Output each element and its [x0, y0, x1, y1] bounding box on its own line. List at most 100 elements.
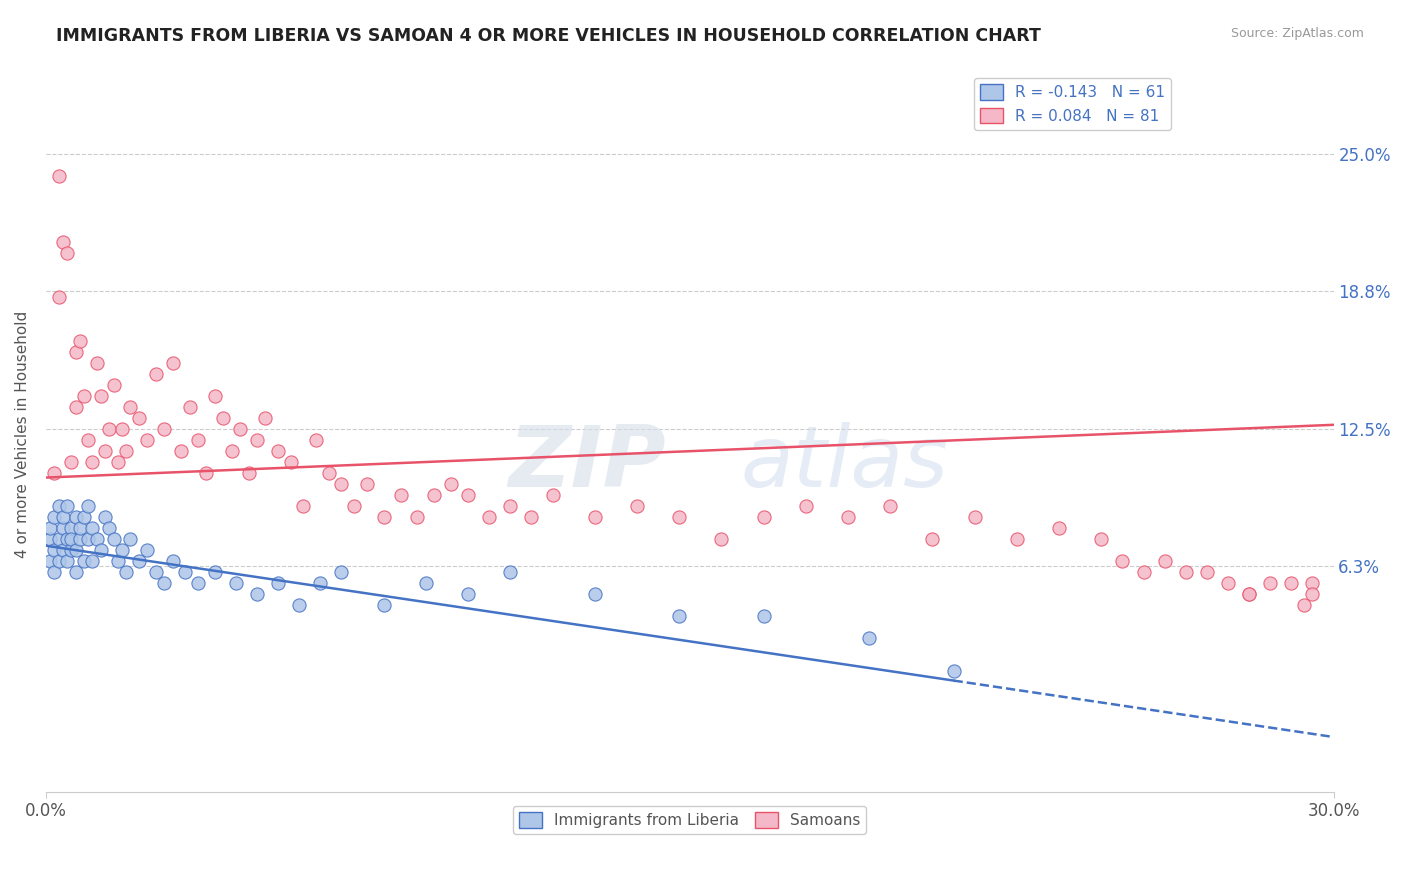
Point — [415, 576, 437, 591]
Text: ZIP: ZIP — [508, 422, 665, 505]
Point — [39, 554, 62, 568]
Point — [1132, 565, 1154, 579]
Point — [115, 565, 138, 579]
Point — [162, 356, 184, 370]
Point — [280, 455, 302, 469]
Point — [204, 565, 226, 579]
Point — [267, 576, 290, 591]
Point — [48, 169, 70, 184]
Point — [267, 444, 290, 458]
Point — [44, 543, 66, 558]
Point — [373, 510, 395, 524]
Point — [39, 521, 62, 535]
Point — [77, 532, 100, 546]
Point — [162, 554, 184, 568]
Point — [440, 477, 463, 491]
Point — [1153, 554, 1175, 568]
Point — [1279, 576, 1302, 591]
Point — [668, 510, 690, 524]
Point — [373, 598, 395, 612]
Point — [879, 499, 901, 513]
Point — [52, 543, 75, 558]
Point — [52, 235, 75, 250]
Point — [128, 554, 150, 568]
Point — [128, 411, 150, 425]
Point — [145, 368, 167, 382]
Point — [60, 543, 83, 558]
Point — [48, 290, 70, 304]
Point — [39, 532, 62, 546]
Point — [225, 576, 247, 591]
Point — [1195, 565, 1218, 579]
Point — [1111, 554, 1133, 568]
Point — [389, 488, 412, 502]
Point — [1237, 587, 1260, 601]
Point — [837, 510, 859, 524]
Point — [48, 499, 70, 513]
Point — [56, 246, 79, 260]
Point — [107, 455, 129, 469]
Point — [305, 433, 328, 447]
Point — [77, 433, 100, 447]
Point — [195, 466, 218, 480]
Point — [423, 488, 446, 502]
Point — [457, 488, 479, 502]
Point — [98, 422, 121, 436]
Point — [170, 444, 193, 458]
Point — [1237, 587, 1260, 601]
Point — [98, 521, 121, 535]
Point — [406, 510, 429, 524]
Point — [86, 532, 108, 546]
Point — [921, 532, 943, 546]
Point — [111, 543, 134, 558]
Point — [309, 576, 332, 591]
Point — [174, 565, 197, 579]
Point — [1301, 587, 1323, 601]
Point — [204, 389, 226, 403]
Point — [82, 521, 104, 535]
Legend: Immigrants from Liberia, Samoans: Immigrants from Liberia, Samoans — [513, 806, 866, 834]
Point — [136, 433, 159, 447]
Point — [65, 543, 87, 558]
Point — [1258, 576, 1281, 591]
Point — [1174, 565, 1197, 579]
Point — [343, 499, 366, 513]
Point — [56, 554, 79, 568]
Point — [626, 499, 648, 513]
Point — [44, 510, 66, 524]
Point — [153, 422, 176, 436]
Point — [288, 598, 311, 612]
Point — [69, 521, 91, 535]
Point — [583, 510, 606, 524]
Y-axis label: 4 or more Vehicles in Household: 4 or more Vehicles in Household — [15, 311, 30, 558]
Point — [187, 433, 209, 447]
Point — [963, 510, 986, 524]
Point — [73, 510, 96, 524]
Point — [942, 664, 965, 678]
Point — [1292, 598, 1315, 612]
Point — [187, 576, 209, 591]
Point — [136, 543, 159, 558]
Point — [858, 631, 880, 645]
Point — [499, 565, 522, 579]
Text: Source: ZipAtlas.com: Source: ZipAtlas.com — [1230, 27, 1364, 40]
Point — [212, 411, 235, 425]
Point — [65, 345, 87, 359]
Point — [65, 565, 87, 579]
Point — [356, 477, 378, 491]
Point — [752, 609, 775, 624]
Point — [1047, 521, 1070, 535]
Point — [52, 510, 75, 524]
Point — [238, 466, 260, 480]
Point — [221, 444, 243, 458]
Point — [107, 554, 129, 568]
Point — [153, 576, 176, 591]
Point — [48, 554, 70, 568]
Point — [111, 422, 134, 436]
Point — [668, 609, 690, 624]
Point — [179, 401, 201, 415]
Point — [52, 521, 75, 535]
Point — [254, 411, 277, 425]
Point — [73, 554, 96, 568]
Point — [86, 356, 108, 370]
